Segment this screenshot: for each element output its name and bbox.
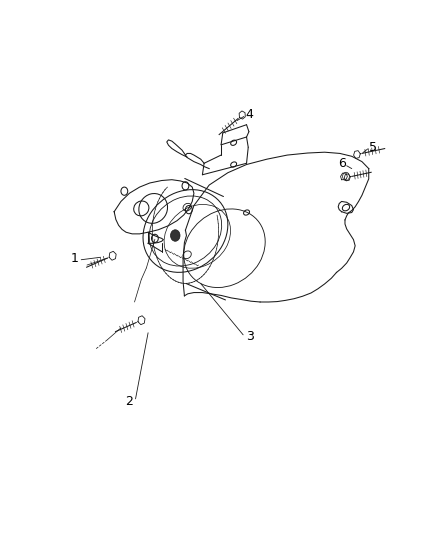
Text: 5: 5 xyxy=(369,141,377,154)
Text: 6: 6 xyxy=(338,157,346,170)
Text: 2: 2 xyxy=(126,395,133,408)
Text: 3: 3 xyxy=(246,330,254,343)
Text: 1: 1 xyxy=(71,252,78,264)
Text: 4: 4 xyxy=(245,108,253,120)
Circle shape xyxy=(170,230,180,241)
